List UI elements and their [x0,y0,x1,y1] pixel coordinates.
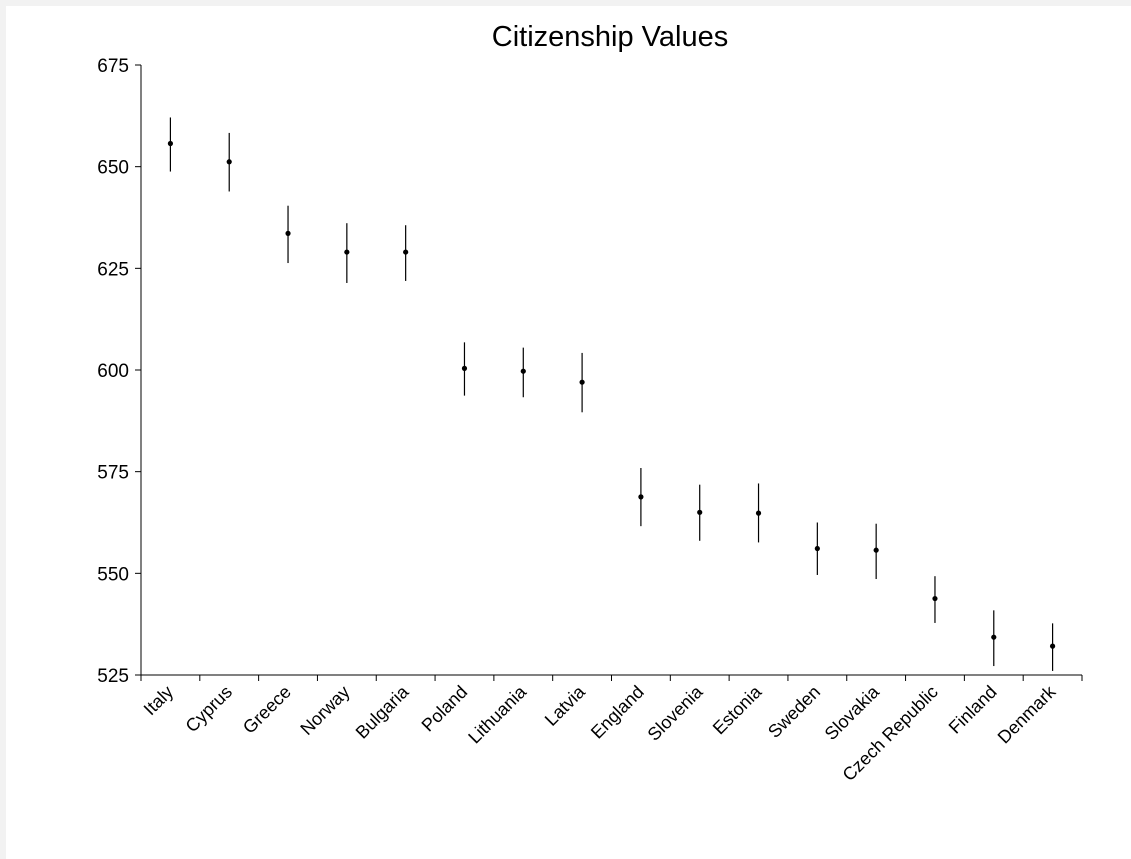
data-point [873,547,879,553]
y-tick-label: 525 [97,666,129,687]
chart-frame: Citizenship Values 525 550 575 600 625 650 675… [6,6,1131,859]
data-point [403,249,409,255]
x-tick-label: Italy [140,682,177,719]
y-tick-label: 650 [97,158,129,179]
data-point [814,545,820,552]
y-axis-ticks: 525 550 575 600 625 650 675 [97,56,141,687]
chart-svg: Citizenship Values 525 550 575 600 625 650 675… [97,21,1083,785]
x-tick-label: Poland [418,682,472,736]
axes [140,65,1082,676]
x-tick-label: Sweden [764,682,824,742]
data-point [991,634,997,640]
y-tick-label: 550 [97,564,129,585]
chart-title: Citizenship Values [492,21,728,53]
x-tick-label: Norway [296,682,353,739]
x-tick-label: Finland [945,682,1001,738]
data-marks [167,117,1056,671]
x-tick-label: England [587,682,648,743]
data-point [755,510,762,516]
x-tick-label: Lithuania [464,681,531,748]
x-tick-label: Latvia [541,681,590,730]
data-point [461,365,468,371]
x-tick-label: Cyprus [182,682,236,736]
y-tick-label: 575 [97,463,129,484]
data-point [167,140,174,147]
x-tick-label: Slovenia [644,681,708,745]
y-tick-label: 600 [97,361,129,382]
data-point [697,509,703,515]
y-tick-label: 625 [97,259,129,280]
data-point [226,159,232,165]
data-point [520,368,526,374]
x-tick-label: Bulgaria [352,681,414,743]
data-point [344,249,350,255]
data-point [285,230,291,236]
data-point [638,494,644,500]
x-tick-label: Estonia [709,681,766,738]
data-point [1049,643,1056,649]
x-tick-label: Denmark [994,681,1060,747]
data-point [579,379,585,385]
x-tick-label: Greece [239,682,295,738]
data-point [932,595,938,602]
y-tick-label: 675 [97,56,129,77]
